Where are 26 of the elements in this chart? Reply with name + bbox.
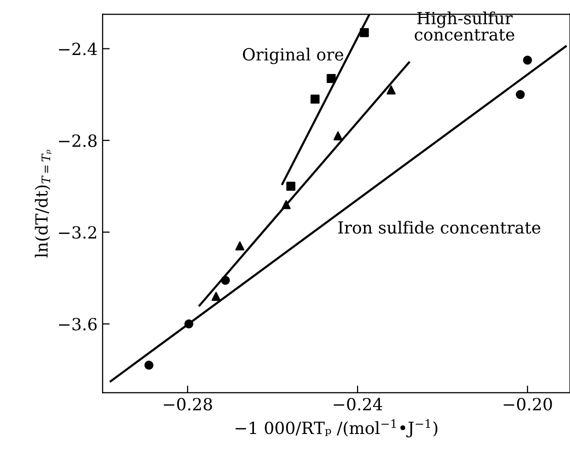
- x-tick-label: −0.28: [164, 398, 212, 410]
- point: [286, 182, 296, 191]
- point: [282, 200, 291, 210]
- x-axis-title: −1 000/RTₚ /(mol$^{−1}$•J$^{−1}$): [236, 419, 438, 438]
- point: [386, 85, 396, 94]
- y-axis-title: ln(dT/dt)$_{T=Tₚ}$: [34, 150, 52, 258]
- series-label: Iron sulfide concentrate: [338, 220, 540, 234]
- point: [360, 28, 369, 38]
- point: [310, 94, 320, 104]
- y-tick-label: −3.2: [59, 226, 96, 239]
- point: [235, 241, 244, 250]
- y-tick-label: −2.8: [59, 134, 97, 147]
- point: [516, 90, 525, 100]
- point: [326, 74, 336, 83]
- point: [184, 319, 194, 328]
- point: [523, 56, 532, 65]
- point: [220, 276, 230, 285]
- x-tick-label: −0.24: [334, 398, 382, 410]
- y-tick-label: −3.6: [59, 318, 97, 330]
- point: [334, 131, 342, 140]
- x-tick-label: −0.20: [504, 398, 552, 410]
- series-label: High-sulfur concentrate: [414, 11, 514, 41]
- point: [144, 360, 154, 370]
- point: [212, 292, 221, 301]
- series-label: Original ore: [242, 48, 344, 64]
- y-tick-label: −2.4: [59, 42, 97, 56]
